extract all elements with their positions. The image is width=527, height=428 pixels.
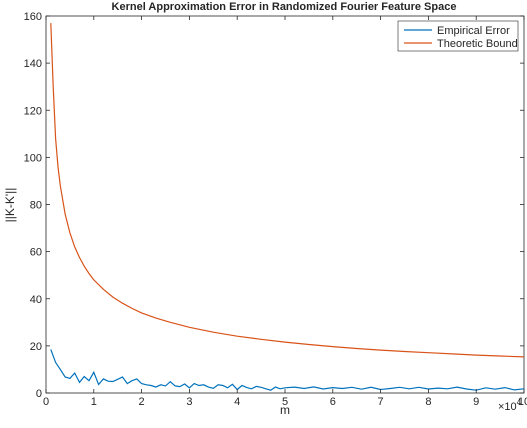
y-tick-label: 60	[30, 247, 42, 259]
x-tick-label: 9	[473, 396, 479, 408]
x-axis-exponent: ×104	[498, 398, 522, 413]
series-line-theoretic-bound	[50, 23, 525, 358]
chart-title: Kernel Approximation Error in Randomized…	[112, 1, 457, 13]
x-tick-label: 6	[330, 396, 336, 408]
x-tick-label: 1	[91, 396, 97, 408]
legend: Empirical Error Theoretic Bound	[397, 20, 519, 52]
x-tick-label: 7	[378, 396, 384, 408]
x-axis-exponent-power: 4	[517, 398, 522, 407]
y-tick-label: 0	[36, 388, 42, 400]
y-tick-label: 140	[24, 58, 42, 70]
x-tick-label: 10	[518, 396, 527, 408]
y-tick-label: 40	[30, 294, 42, 306]
x-tick-label: 4	[234, 396, 240, 408]
x-tick-label: 0	[43, 396, 49, 408]
x-axis-exponent-base: ×10	[498, 401, 517, 413]
y-axis-label: ||K-K'||	[3, 188, 17, 223]
x-axis-label: m	[280, 403, 290, 417]
legend-label-empirical: Empirical Error	[437, 25, 510, 37]
legend-box	[397, 20, 519, 52]
legend-label-theoretic: Theoretic Bound	[437, 38, 518, 50]
axis-ticks: 012345678910020406080100120140160	[24, 11, 527, 408]
x-tick-label: 5	[282, 396, 288, 408]
y-tick-label: 80	[30, 200, 42, 212]
x-tick-label: 3	[186, 396, 192, 408]
series-layer	[50, 23, 525, 391]
y-tick-label: 100	[24, 152, 42, 164]
series-line-empirical-error	[50, 349, 525, 391]
y-tick-label: 20	[30, 341, 42, 353]
plot-area	[45, 15, 525, 394]
y-tick-label: 160	[24, 11, 42, 23]
y-tick-label: 120	[24, 105, 42, 117]
x-tick-label: 2	[139, 396, 145, 408]
x-tick-label: 8	[425, 396, 431, 408]
